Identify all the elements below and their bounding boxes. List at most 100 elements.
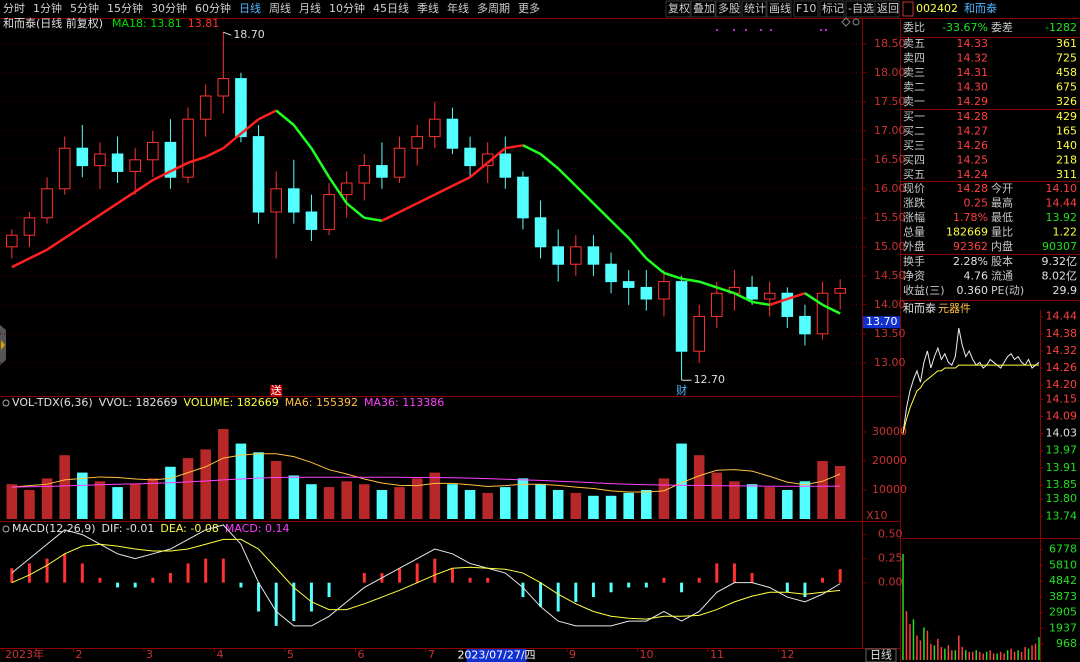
order-label: 买一 — [903, 110, 925, 123]
tool-button[interactable]: 多股 — [718, 1, 740, 15]
volume-bar — [676, 443, 687, 519]
period-tab[interactable]: 30分钟 — [151, 1, 187, 15]
period-tab[interactable]: 15分钟 — [107, 1, 143, 15]
quote-label: 外盘 — [903, 239, 925, 253]
period-tab[interactable]: 季线 — [417, 1, 439, 15]
tool-button-frame[interactable] — [690, 0, 716, 18]
tool-button[interactable]: 返回 — [877, 2, 899, 15]
tool-button[interactable]: 统计 — [744, 2, 766, 15]
tool-button-frame[interactable] — [819, 0, 845, 18]
macd-bar — [644, 582, 648, 588]
order-label: 买三 — [903, 139, 925, 152]
period-tab[interactable]: 更多 — [518, 1, 540, 15]
period-tab[interactable]: 年线 — [447, 1, 469, 15]
period-tab[interactable]: 10分钟 — [329, 1, 365, 15]
macd-bar — [327, 582, 331, 598]
tool-button-frame[interactable] — [766, 0, 792, 18]
ma18-segment — [451, 176, 471, 188]
macd-bar — [257, 582, 261, 612]
ma18-segment — [169, 161, 189, 173]
period-tab[interactable]: 分时 — [3, 2, 25, 15]
y-tick-label: 30000 — [872, 425, 907, 438]
order-price: 14.27 — [957, 125, 989, 138]
tool-button[interactable]: 画线 — [769, 1, 791, 15]
event-badge[interactable] — [270, 385, 283, 397]
signal-dot — [745, 29, 747, 31]
period-tab[interactable]: 45日线 — [373, 1, 409, 15]
side-tab-arrow — [1, 340, 5, 350]
y-tick-label: 14.00 — [874, 298, 906, 311]
quote-label: 换手 — [903, 254, 925, 268]
y-tick-label: 5810 — [1049, 558, 1077, 571]
macd-bar — [116, 582, 120, 588]
ma-legend: 13.81 — [188, 17, 220, 30]
macd-bar — [27, 563, 31, 583]
ma18-segment — [769, 297, 788, 307]
tool-button[interactable]: -自选 — [848, 2, 874, 15]
tool-button-frame[interactable] — [793, 0, 819, 18]
candle-body — [446, 118, 459, 149]
intraday-volume-bar — [965, 650, 967, 660]
signal-dots — [716, 29, 827, 31]
y-tick-label: 14.15 — [1046, 392, 1078, 405]
ma18-segment — [416, 193, 436, 205]
volume-bar — [447, 484, 458, 519]
volume-bar — [182, 458, 194, 519]
order-price: 14.28 — [957, 110, 989, 123]
period-tab[interactable]: 5分钟 — [70, 1, 99, 15]
macd-bar — [450, 568, 454, 583]
candle-body — [199, 95, 212, 120]
x-tick-label: 2023年 — [5, 647, 44, 661]
period-tab[interactable]: 1分钟 — [33, 1, 62, 15]
tool-button[interactable]: 叠加 — [693, 2, 715, 15]
volume-bar — [6, 484, 18, 519]
intraday-volume-bar — [905, 611, 908, 660]
tool-button[interactable]: F10 — [796, 2, 816, 15]
intraday-volume-bar — [1003, 653, 1005, 660]
intraday-volume-bar — [912, 619, 915, 660]
volume-bar — [218, 429, 229, 519]
y-tick-label: 2905 — [1049, 606, 1077, 619]
indicator-value: VVOL: 182669 — [99, 396, 178, 409]
ma18-segment — [663, 271, 682, 280]
candle-body — [111, 153, 124, 172]
y-tick-label: 0.00 — [878, 576, 903, 589]
y-tick-label: 10000 — [872, 483, 907, 496]
tool-button-frame[interactable] — [665, 0, 691, 18]
quote-value: 1.22 — [1053, 226, 1078, 239]
icon-settings[interactable] — [852, 18, 860, 26]
tool-button[interactable]: 复权 — [668, 1, 690, 15]
icon-diamond[interactable] — [841, 17, 851, 27]
tool-button-frame[interactable] — [715, 0, 741, 18]
period-tab[interactable]: 日线 — [239, 1, 261, 15]
intraday-volume-bar — [902, 554, 904, 660]
x-tick-label: 5 — [287, 648, 294, 661]
indicator-value: MACD: 0.14 — [225, 522, 290, 535]
tool-button-frame[interactable] — [741, 0, 767, 18]
y-tick-label: 1937 — [1049, 621, 1077, 634]
event-label[interactable]: 财 — [676, 383, 687, 397]
period-tab[interactable]: 多周期 — [477, 1, 510, 15]
volume-bar — [570, 492, 582, 519]
chart-title: 和而泰(日线 前复权) — [3, 16, 103, 30]
ma18-segment — [381, 210, 401, 222]
tool-button[interactable]: 标记 — [822, 1, 844, 15]
signal-dot — [733, 29, 735, 31]
macd-bar — [10, 568, 14, 583]
period-tab[interactable]: 月线 — [299, 1, 321, 15]
tool-button-frame[interactable] — [874, 0, 900, 18]
period-tab[interactable]: 周线 — [269, 1, 291, 15]
pane-toggle[interactable] — [2, 399, 10, 407]
period-tab[interactable]: 60分钟 — [195, 1, 231, 15]
macd-bar — [662, 577, 666, 583]
order-price: 14.25 — [957, 154, 989, 167]
order-price: 14.33 — [957, 37, 989, 50]
volume-bar — [24, 489, 35, 519]
pane-toggle[interactable] — [2, 525, 10, 533]
x-tick-label: 3 — [146, 648, 153, 661]
x-tick-label: 9 — [569, 648, 576, 661]
y-tick-label: 6778 — [1049, 543, 1077, 556]
order-label: 买四 — [903, 154, 925, 167]
candle-body — [658, 281, 670, 300]
